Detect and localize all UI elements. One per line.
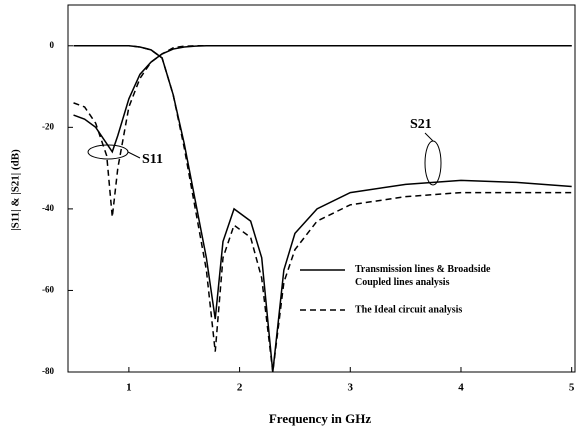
legend-label-line: Transmission lines & Broadside <box>355 264 491 275</box>
x-tick-label: 1 <box>126 382 132 394</box>
y-tick-label: -40 <box>42 203 54 213</box>
y-tick-label: -60 <box>42 285 54 295</box>
x-axis-label: Frequency in GHz <box>269 411 372 426</box>
data-line <box>73 45 572 373</box>
y-axis-label: |S11| & |S21| (dB) <box>10 149 22 231</box>
data-line <box>73 45 572 218</box>
y-tick-label: 0 <box>50 40 55 50</box>
annotation: S21 <box>410 117 432 132</box>
legend-label-line: Coupled lines analysis <box>355 277 450 288</box>
data-line <box>73 45 572 154</box>
x-tick-label: 2 <box>237 382 243 394</box>
annotation-ellipse <box>424 140 442 186</box>
legend-label: Transmission lines & Broadside Coupled li… <box>355 264 491 288</box>
x-tick-label: 4 <box>458 382 464 394</box>
annotation-ellipse <box>87 144 129 160</box>
plot-frame <box>67 4 576 373</box>
legend-label: The Ideal circuit analysis <box>355 304 462 315</box>
annotation-leader <box>127 151 141 159</box>
annotation: S11 <box>142 152 163 167</box>
x-tick-label: 5 <box>569 382 575 394</box>
y-tick-label: -80 <box>42 366 54 376</box>
data-line <box>73 45 572 373</box>
annotation-leader <box>424 132 434 142</box>
x-tick-label: 3 <box>348 382 354 394</box>
y-tick-label: -20 <box>42 121 54 131</box>
